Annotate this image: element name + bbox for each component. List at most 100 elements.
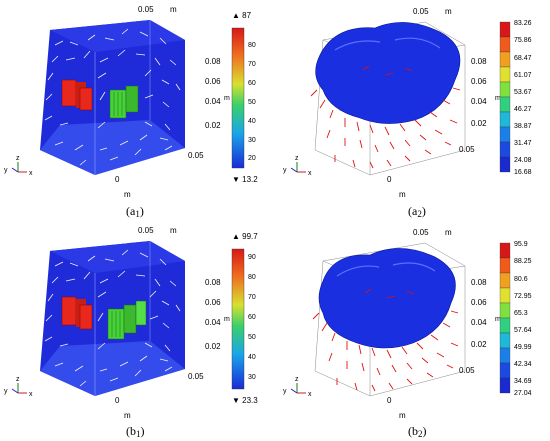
- axis-triad: z x y: [283, 155, 312, 177]
- svg-text:y: y: [283, 388, 287, 395]
- axis-tick-front: 0.05: [188, 372, 204, 381]
- unit-bottom: m: [399, 190, 406, 199]
- unit-right: m: [224, 95, 230, 102]
- svg-text:80: 80: [248, 274, 256, 281]
- svg-text:57.64: 57.64: [514, 327, 532, 334]
- axis-tick-top: 0.05: [138, 226, 154, 235]
- axis-tick: 0.06: [205, 298, 221, 307]
- axis-tick: 0.04: [205, 318, 221, 327]
- svg-text:x: x: [308, 391, 312, 398]
- svg-text:34.69: 34.69: [514, 378, 532, 385]
- green-heat-source: [107, 300, 147, 340]
- green-heat-source: [109, 85, 139, 119]
- caption-a2: (a2): [408, 204, 426, 219]
- axis-tick-zero: 0: [115, 396, 120, 405]
- velocity-arrows: [44, 28, 181, 166]
- velocity-arrows: [312, 288, 459, 392]
- unit-top: m: [445, 7, 452, 16]
- axis-tick-front: 0.05: [188, 151, 204, 160]
- svg-text:z: z: [16, 376, 20, 383]
- colorbar-ticks: 90 80 70 60 50 40 30: [248, 254, 256, 381]
- panel-b1-figure: 0.05 m 0.08 0.06 0.04 0.02 m 0.05 0 m z …: [4, 226, 258, 420]
- unit-top: m: [445, 228, 452, 237]
- panel-a2: 0.05 m 0.08 0.06 0.04 0.02 m 0.05 0 m z …: [275, 0, 550, 220]
- colorbar-ticks: 80 70 60 50 40 30 20: [248, 42, 256, 162]
- svg-text:72.95: 72.95: [514, 293, 532, 300]
- colorbar-min: ▼ 23.3: [232, 396, 258, 405]
- svg-text:75.86: 75.86: [514, 37, 532, 44]
- colorbar-min: ▼ 13.2: [232, 175, 258, 184]
- axis-tick: 0.08: [471, 57, 487, 66]
- axis-tick-front: 0.05: [459, 145, 475, 154]
- axis-tick: 0.06: [471, 298, 487, 307]
- panel-b1: 0.05 m 0.08 0.06 0.04 0.02 m 0.05 0 m z …: [0, 221, 275, 441]
- svg-text:30: 30: [248, 374, 256, 381]
- svg-text:z: z: [295, 376, 299, 383]
- svg-text:83.26: 83.26: [514, 20, 532, 27]
- colorbar: [231, 27, 245, 169]
- unit-bottom: m: [399, 411, 406, 420]
- axis-tick: 0.02: [471, 340, 487, 349]
- svg-text:y: y: [4, 167, 8, 174]
- caption-b2: (b2): [408, 424, 427, 439]
- axis-tick: 0.04: [471, 318, 487, 327]
- axis-tick-top: 0.05: [413, 228, 429, 237]
- axis-tick-zero: 0: [115, 175, 120, 184]
- axis-tick: 0.08: [471, 278, 487, 287]
- axis-tick: 0.08: [205, 57, 221, 66]
- colorbar-max: ▲ 99.7: [232, 232, 258, 241]
- svg-text:53.67: 53.67: [514, 89, 532, 96]
- svg-text:x: x: [29, 170, 33, 177]
- box-floor: [40, 120, 185, 175]
- axis-tick: 0.02: [471, 119, 487, 128]
- svg-text:40: 40: [248, 118, 256, 125]
- svg-text:60: 60: [248, 314, 256, 321]
- svg-text:30: 30: [248, 137, 256, 144]
- axis-tick: 0.02: [205, 121, 221, 130]
- svg-text:80.6: 80.6: [514, 276, 528, 283]
- svg-text:27.04: 27.04: [514, 390, 532, 397]
- panel-a1: 0.05 m 0.08 0.06 0.04 0.02 m 0.05 0 m z …: [0, 0, 275, 220]
- svg-text:65.3: 65.3: [514, 310, 528, 317]
- svg-text:z: z: [16, 155, 20, 162]
- panel-a2-figure: 0.05 m 0.08 0.06 0.04 0.02 m 0.05 0 m z …: [283, 7, 532, 199]
- svg-text:y: y: [4, 388, 8, 395]
- svg-text:20: 20: [248, 155, 256, 162]
- svg-text:49.99: 49.99: [514, 344, 532, 351]
- axis-tick: 0.04: [205, 97, 221, 106]
- unit-bottom: m: [124, 411, 131, 420]
- svg-text:60: 60: [248, 80, 256, 87]
- svg-text:46.27: 46.27: [514, 106, 532, 113]
- unit-right: m: [224, 316, 230, 323]
- axis-tick-top: 0.05: [138, 5, 154, 14]
- unit-right: m: [495, 95, 501, 102]
- unit-bottom: m: [124, 190, 131, 199]
- colorbar-max: ▲ 87: [232, 11, 252, 20]
- svg-text:90: 90: [248, 254, 256, 261]
- axis-tick: 0.02: [205, 342, 221, 351]
- axis-tick-top: 0.05: [413, 7, 429, 16]
- unit-top: m: [170, 5, 177, 14]
- svg-text:z: z: [295, 155, 299, 162]
- velocity-arrows: [310, 65, 461, 169]
- caption-a1: (a1): [126, 204, 144, 219]
- svg-text:40: 40: [248, 354, 256, 361]
- colorbar-ticks: 83.26 75.86 68.47 61.07 53.67 46.27 38.8…: [514, 20, 532, 176]
- axis-tick-front: 0.05: [459, 366, 475, 375]
- svg-text:50: 50: [248, 334, 256, 341]
- svg-text:31.47: 31.47: [514, 140, 532, 147]
- panel-b2-figure: 0.05 m 0.08 0.06 0.04 0.02 m 0.05 0 m z …: [283, 228, 532, 420]
- svg-text:x: x: [29, 391, 33, 398]
- axis-tick: 0.06: [205, 77, 221, 86]
- velocity-arrows: [44, 249, 181, 387]
- caption-b1: (b1): [126, 424, 145, 439]
- colorbar: [231, 248, 245, 390]
- axis-triad: z x y: [4, 376, 33, 398]
- axis-tick: 0.06: [471, 77, 487, 86]
- svg-text:70: 70: [248, 294, 256, 301]
- axis-tick-zero: 0: [387, 175, 392, 184]
- svg-text:24.08: 24.08: [514, 157, 532, 164]
- axis-tick-zero: 0: [387, 396, 392, 405]
- panel-b2: 0.05 m 0.08 0.06 0.04 0.02 m 0.05 0 m z …: [275, 221, 550, 441]
- red-heat-source: [61, 79, 93, 111]
